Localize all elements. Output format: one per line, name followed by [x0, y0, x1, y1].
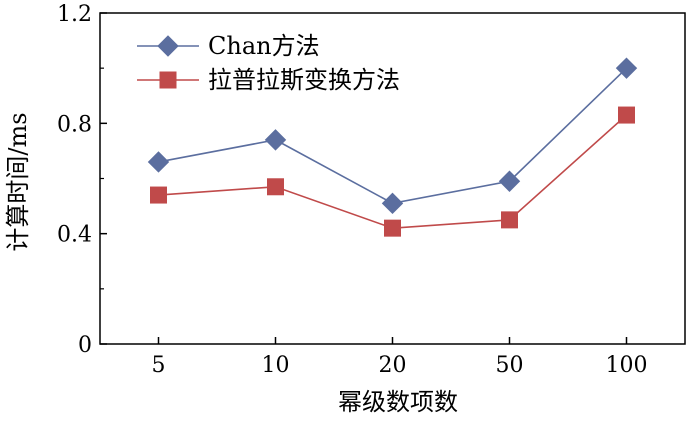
x-tick-label: 10 [262, 353, 290, 378]
y-tick-label: 0.8 [57, 112, 92, 137]
legend-marker [157, 35, 179, 57]
data-point [618, 106, 635, 124]
plot-border [99, 12, 686, 345]
x-axis: 5 10 20 50 100 [152, 337, 648, 378]
y-axis-label: 计算时间/ms [4, 112, 32, 251]
series-2 [150, 106, 635, 237]
data-point [615, 57, 638, 79]
series-1 [147, 57, 638, 215]
legend-entry: Chan方法 [137, 32, 320, 60]
data-point [147, 151, 170, 173]
y-tick-label: 0.4 [57, 223, 92, 248]
plot-frame [99, 12, 686, 345]
data-point [381, 192, 404, 215]
data-point [150, 186, 167, 204]
data-point [498, 170, 521, 192]
x-tick-label: 50 [496, 353, 524, 378]
x-tick-label: 100 [606, 353, 648, 378]
x-axis-label: 幂级数项数 [338, 388, 458, 416]
legend-marker [159, 71, 177, 89]
legend-entry: 拉普拉斯变换方法 [137, 66, 400, 94]
x-tick-label: 5 [152, 353, 166, 378]
y-tick-label: 1.2 [57, 2, 92, 27]
data-point [384, 219, 401, 237]
series-layer [147, 57, 638, 237]
legend-label: 拉普拉斯变换方法 [208, 66, 400, 94]
x-tick-label: 20 [379, 353, 407, 378]
legend-label: Chan方法 [208, 32, 320, 60]
y-axis: 0 0.4 0.8 1.2 [57, 2, 107, 358]
data-point [501, 211, 518, 229]
data-point [264, 129, 287, 151]
y-tick-label: 0 [78, 333, 92, 358]
data-point [267, 178, 284, 196]
